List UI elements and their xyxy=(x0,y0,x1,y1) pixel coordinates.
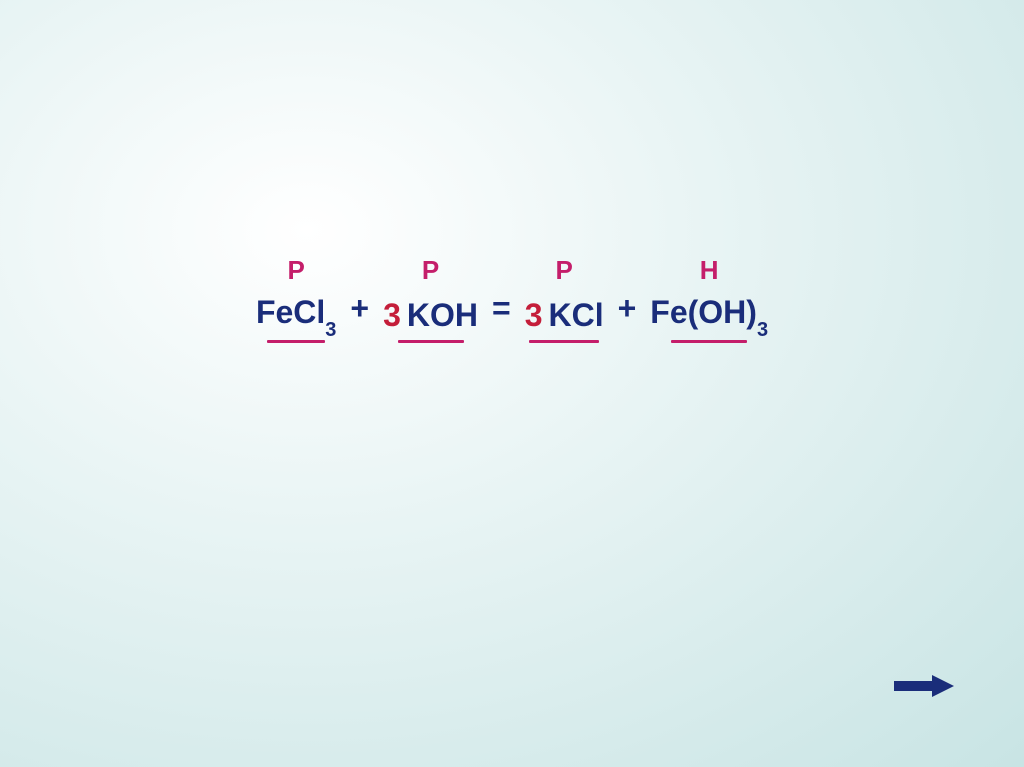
term-koh: Р 3 KOH xyxy=(383,250,478,350)
operator-equals: = xyxy=(478,290,525,327)
formula-kcl: KCl xyxy=(548,297,603,334)
underline-koh xyxy=(398,340,464,343)
term-kcl: Р 3 KCl xyxy=(525,250,604,350)
label-feoh3: Н xyxy=(700,255,719,286)
underline-feoh3 xyxy=(671,340,747,343)
underline-fecl3 xyxy=(267,340,325,343)
underline-kcl xyxy=(529,340,599,343)
formula-fecl3: FeCl3 xyxy=(256,294,336,336)
label-koh: Р xyxy=(422,255,439,286)
arrow-right-icon xyxy=(894,675,954,697)
label-kcl: Р xyxy=(555,255,572,286)
label-fecl3: Р xyxy=(288,255,305,286)
chemical-equation: Р FeCl3 + Р 3 KOH = xyxy=(0,250,1024,350)
term-fecl3: Р FeCl3 xyxy=(256,250,336,350)
formula-feoh3: Fe(OH)3 xyxy=(650,294,768,336)
term-feoh3: Н Fe(OH)3 xyxy=(650,250,768,350)
equation-row: Р FeCl3 + Р 3 KOH = xyxy=(256,250,768,350)
operator-plus-2: + xyxy=(604,290,651,327)
coef-koh: 3 xyxy=(383,297,401,334)
coef-kcl: 3 xyxy=(525,297,543,334)
operator-plus-1: + xyxy=(336,290,383,327)
formula-koh: KOH xyxy=(407,297,478,334)
next-arrow-button[interactable] xyxy=(894,675,954,697)
